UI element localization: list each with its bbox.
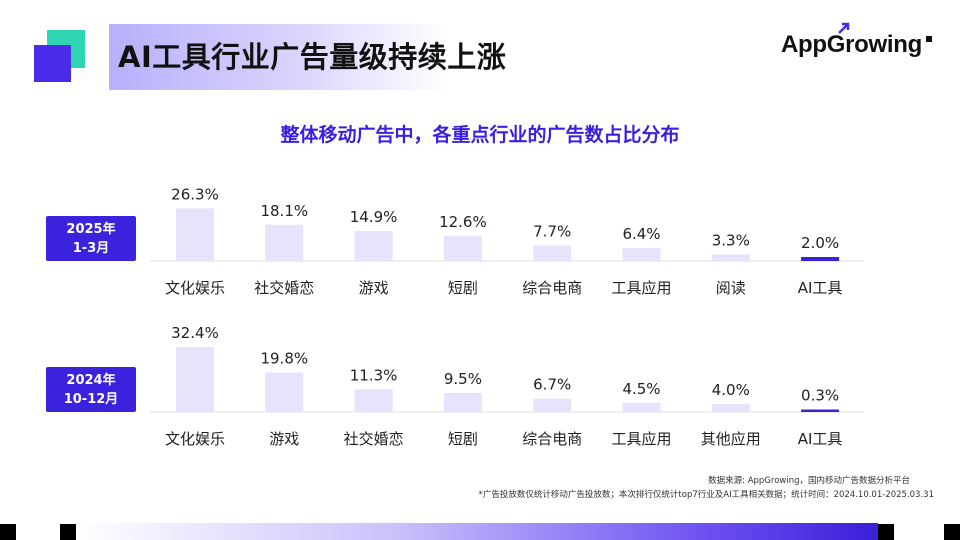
bar-value-label: 19.8% bbox=[260, 349, 308, 367]
corner-block bbox=[878, 524, 894, 540]
bar-value-label: 6.4% bbox=[622, 225, 660, 243]
bar-value-label: 4.5% bbox=[622, 380, 660, 398]
period-badge-2024: 2024年 10-12月 bbox=[46, 367, 136, 412]
period-badge-2025: 2025年 1-3月 bbox=[46, 216, 136, 261]
bar-value-label: 7.7% bbox=[533, 223, 571, 241]
bar bbox=[533, 245, 572, 261]
bar bbox=[533, 398, 572, 412]
bar bbox=[801, 257, 840, 261]
bar bbox=[711, 404, 750, 412]
period-badge-range: 1-3月 bbox=[72, 241, 110, 256]
bar-value-label: 32.4% bbox=[171, 324, 219, 342]
category-label: 综合电商 bbox=[522, 279, 582, 297]
bar-value-label: 18.1% bbox=[260, 202, 308, 220]
bar-value-label: 12.6% bbox=[439, 213, 487, 231]
footer-gradient-bar bbox=[76, 523, 878, 540]
bar bbox=[265, 224, 304, 261]
bar-value-label: 26.3% bbox=[171, 185, 219, 203]
category-label: 工具应用 bbox=[611, 279, 671, 297]
brand-logo: AppGrowing bbox=[781, 31, 922, 59]
category-label: 短剧 bbox=[448, 279, 478, 297]
decor-purple-square bbox=[34, 45, 71, 82]
bar bbox=[354, 389, 393, 412]
category-label: AI工具 bbox=[798, 279, 843, 297]
bar bbox=[176, 208, 214, 261]
bar bbox=[801, 409, 840, 412]
category-label: 其他应用 bbox=[701, 430, 761, 448]
category-label: 短剧 bbox=[448, 430, 478, 448]
bar bbox=[622, 403, 661, 412]
category-label: 文化娱乐 bbox=[165, 430, 225, 448]
period-badge-year: 2024年 bbox=[66, 373, 116, 388]
chart-title: 整体移动广告中，各重点行业的广告数占比分布 bbox=[280, 124, 680, 146]
corner-block bbox=[0, 524, 16, 540]
period-badge-year: 2025年 bbox=[66, 222, 116, 237]
bar-value-label: 0.3% bbox=[801, 387, 839, 405]
category-label: AI工具 bbox=[798, 430, 843, 448]
bar bbox=[443, 235, 482, 261]
footnote: *广告投放数仅统计移动广告投放数；本次排行仅统计top7行业及AI工具相关数据；… bbox=[478, 490, 934, 500]
bar-value-label: 9.5% bbox=[444, 370, 482, 388]
brand-dot bbox=[926, 36, 932, 42]
bar-value-label: 14.9% bbox=[350, 208, 398, 226]
bar bbox=[711, 254, 750, 261]
bar bbox=[443, 393, 482, 412]
category-label: 游戏 bbox=[269, 430, 299, 448]
bar-value-label: 2.0% bbox=[801, 234, 839, 252]
period-badge-range: 10-12月 bbox=[63, 392, 119, 407]
title-band bbox=[109, 24, 449, 90]
bar-value-label: 4.0% bbox=[712, 381, 750, 399]
category-label: 社交婚恋 bbox=[344, 430, 404, 448]
bar bbox=[622, 248, 661, 261]
corner-block bbox=[60, 524, 76, 540]
category-label: 工具应用 bbox=[611, 430, 671, 448]
data-source: 数据来源: AppGrowing，国内移动广告数据分析平台 bbox=[708, 476, 910, 486]
bar bbox=[176, 347, 214, 412]
category-label: 游戏 bbox=[359, 279, 389, 297]
bar-value-label: 6.7% bbox=[533, 376, 571, 394]
corner-block bbox=[944, 524, 960, 540]
arrow-up-right-icon bbox=[838, 22, 850, 34]
brand-text: AppGrowing bbox=[781, 31, 922, 58]
bar-value-label: 3.3% bbox=[712, 231, 750, 249]
bar bbox=[354, 231, 393, 261]
category-label: 阅读 bbox=[716, 279, 746, 297]
category-label: 社交婚恋 bbox=[254, 279, 314, 297]
category-label: 文化娱乐 bbox=[165, 279, 225, 297]
page-title: AI工具行业广告量级持续上涨 bbox=[118, 40, 507, 74]
bar-value-label: 11.3% bbox=[350, 366, 398, 384]
bar bbox=[265, 372, 304, 412]
category-label: 综合电商 bbox=[522, 430, 582, 448]
